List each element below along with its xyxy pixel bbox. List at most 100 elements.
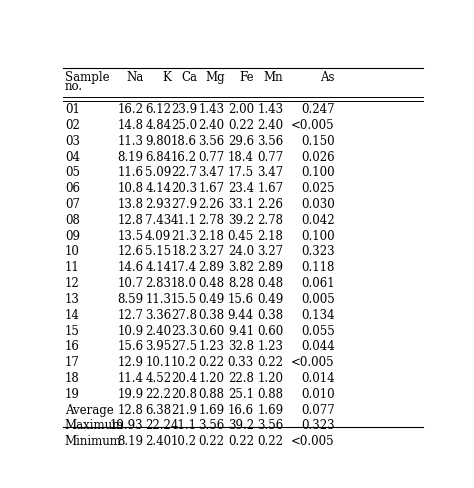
Text: 0.014: 0.014 (301, 371, 335, 384)
Text: 14.8: 14.8 (118, 119, 144, 132)
Text: 07: 07 (65, 198, 80, 210)
Text: 2.83: 2.83 (146, 277, 171, 289)
Text: 0.100: 0.100 (301, 229, 335, 242)
Text: 13.5: 13.5 (118, 229, 144, 242)
Text: 15.5: 15.5 (171, 292, 197, 305)
Text: 0.005: 0.005 (301, 292, 335, 305)
Text: 11.4: 11.4 (118, 371, 144, 384)
Text: 5.15: 5.15 (145, 245, 171, 258)
Text: 0.044: 0.044 (301, 340, 335, 353)
Text: 0.150: 0.150 (301, 135, 335, 147)
Text: 3.56: 3.56 (198, 135, 225, 147)
Text: 0.77: 0.77 (198, 150, 225, 163)
Text: 3.27: 3.27 (199, 245, 225, 258)
Text: 12.8: 12.8 (118, 403, 144, 416)
Text: 0.061: 0.061 (301, 277, 335, 289)
Text: 2.00: 2.00 (228, 103, 254, 116)
Text: 21.9: 21.9 (171, 403, 197, 416)
Text: 0.077: 0.077 (301, 403, 335, 416)
Text: 0.118: 0.118 (301, 261, 335, 274)
Text: 2.18: 2.18 (257, 229, 283, 242)
Text: 09: 09 (65, 229, 80, 242)
Text: 1.23: 1.23 (257, 340, 283, 353)
Text: 14: 14 (65, 308, 80, 321)
Text: 0.22: 0.22 (199, 355, 225, 368)
Text: 18.0: 18.0 (171, 277, 197, 289)
Text: 2.26: 2.26 (199, 198, 225, 210)
Text: 23.3: 23.3 (171, 324, 197, 337)
Text: 0.323: 0.323 (301, 245, 335, 258)
Text: Fe: Fe (239, 71, 254, 83)
Text: 1.20: 1.20 (199, 371, 225, 384)
Text: 6.12: 6.12 (146, 103, 171, 116)
Text: 3.27: 3.27 (257, 245, 283, 258)
Text: no.: no. (65, 80, 83, 93)
Text: 23.4: 23.4 (228, 182, 254, 195)
Text: 10.1: 10.1 (146, 355, 171, 368)
Text: 0.323: 0.323 (301, 419, 335, 431)
Text: 27.9: 27.9 (171, 198, 197, 210)
Text: 11.3: 11.3 (118, 135, 144, 147)
Text: 2.40: 2.40 (145, 324, 171, 337)
Text: 1.23: 1.23 (199, 340, 225, 353)
Text: 39.2: 39.2 (228, 213, 254, 226)
Text: <0.005: <0.005 (291, 119, 335, 132)
Text: 3.56: 3.56 (198, 419, 225, 431)
Text: 21.3: 21.3 (171, 229, 197, 242)
Text: 01: 01 (65, 103, 80, 116)
Text: 0.247: 0.247 (301, 103, 335, 116)
Text: 0.38: 0.38 (199, 308, 225, 321)
Text: 17: 17 (65, 355, 80, 368)
Text: 19.93: 19.93 (110, 419, 144, 431)
Text: 3.56: 3.56 (257, 419, 283, 431)
Text: 16.6: 16.6 (228, 403, 254, 416)
Text: 15: 15 (65, 324, 80, 337)
Text: 0.60: 0.60 (198, 324, 225, 337)
Text: 1.67: 1.67 (257, 182, 283, 195)
Text: Mn: Mn (264, 71, 283, 83)
Text: 20.3: 20.3 (171, 182, 197, 195)
Text: 2.40: 2.40 (257, 119, 283, 132)
Text: <0.005: <0.005 (291, 434, 335, 447)
Text: 19: 19 (65, 387, 80, 400)
Text: 22.2: 22.2 (146, 387, 171, 400)
Text: 3.82: 3.82 (228, 261, 254, 274)
Text: 22.2: 22.2 (146, 419, 171, 431)
Text: 17.5: 17.5 (228, 166, 254, 179)
Text: 14.6: 14.6 (118, 261, 144, 274)
Text: Average: Average (65, 403, 113, 416)
Text: 10.2: 10.2 (171, 434, 197, 447)
Text: 33.1: 33.1 (228, 198, 254, 210)
Text: 12.8: 12.8 (118, 213, 144, 226)
Text: 0.010: 0.010 (301, 387, 335, 400)
Text: 1.69: 1.69 (257, 403, 283, 416)
Text: 3.47: 3.47 (198, 166, 225, 179)
Text: 5.09: 5.09 (145, 166, 171, 179)
Text: 2.40: 2.40 (145, 434, 171, 447)
Text: 03: 03 (65, 135, 80, 147)
Text: 10.7: 10.7 (118, 277, 144, 289)
Text: 2.26: 2.26 (257, 198, 283, 210)
Text: 05: 05 (65, 166, 80, 179)
Text: 8.59: 8.59 (118, 292, 144, 305)
Text: Minimum: Minimum (65, 434, 122, 447)
Text: 3.56: 3.56 (257, 135, 283, 147)
Text: 41.1: 41.1 (171, 213, 197, 226)
Text: 16.2: 16.2 (118, 103, 144, 116)
Text: 4.14: 4.14 (145, 182, 171, 195)
Text: 1.20: 1.20 (257, 371, 283, 384)
Text: 15.6: 15.6 (228, 292, 254, 305)
Text: 3.36: 3.36 (145, 308, 171, 321)
Text: 2.18: 2.18 (199, 229, 225, 242)
Text: 12.6: 12.6 (118, 245, 144, 258)
Text: 1.69: 1.69 (199, 403, 225, 416)
Text: 18: 18 (65, 371, 80, 384)
Text: 11: 11 (65, 261, 80, 274)
Text: 25.1: 25.1 (228, 387, 254, 400)
Text: 0.100: 0.100 (301, 166, 335, 179)
Text: Ca: Ca (181, 71, 197, 83)
Text: 22.7: 22.7 (171, 166, 197, 179)
Text: 02: 02 (65, 119, 80, 132)
Text: 8.19: 8.19 (118, 150, 144, 163)
Text: Sample: Sample (65, 71, 109, 83)
